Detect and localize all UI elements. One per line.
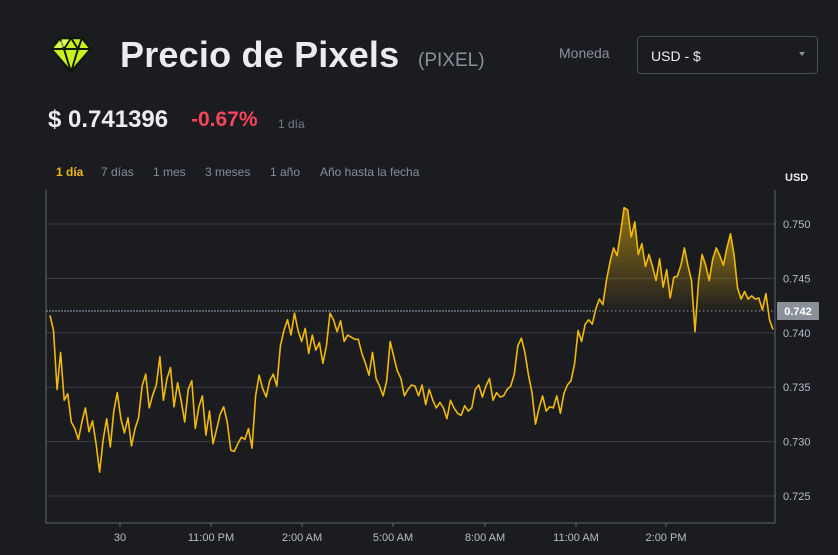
price-change: -0.67%	[191, 108, 258, 131]
page-title: Precio de Pixels	[120, 34, 400, 75]
currency-select-value: USD - $	[651, 48, 701, 64]
change-period: 1 día	[278, 117, 305, 131]
tab-1-ano[interactable]: 1 año	[270, 165, 301, 179]
x-tick-label: 2:00 AM	[282, 532, 322, 544]
y-tick-label: 0.745	[783, 273, 811, 285]
x-tick-label: 30	[114, 532, 126, 544]
header: Precio de Pixels (PIXEL) Moneda USD - $ …	[0, 0, 838, 150]
area-fill	[696, 233, 769, 311]
green-gem-icon	[50, 36, 92, 74]
y-tick-label: 0.735	[783, 382, 811, 394]
chevron-down-icon	[799, 52, 805, 56]
y-tick-label: 0.740	[783, 328, 811, 340]
x-tick-label: 2:00 PM	[646, 532, 687, 544]
y-axis-unit: USD	[785, 172, 809, 184]
reference-label-box	[777, 302, 819, 321]
reference-label: 0.742	[784, 306, 812, 318]
tab-1-mes[interactable]: 1 mes	[153, 165, 186, 179]
tab-7-dias[interactable]: 7 días	[101, 165, 134, 179]
y-tick-label: 0.725	[783, 491, 811, 503]
currency-select[interactable]: USD - $	[637, 36, 818, 74]
ticker-symbol: (PIXEL)	[418, 50, 485, 71]
area-fill	[595, 207, 694, 311]
x-tick-label: 11:00 AM	[553, 532, 599, 544]
x-tick-label: 8:00 AM	[465, 532, 505, 544]
y-tick-label: 0.750	[783, 219, 811, 231]
x-tick-label: 11:00 PM	[188, 532, 234, 544]
tab-1-dia[interactable]: 1 día	[56, 165, 84, 179]
currency-label: Moneda	[559, 45, 610, 61]
series-line	[49, 206, 774, 473]
y-tick-label: 0.730	[783, 437, 811, 449]
x-tick-label: 5:00 AM	[373, 532, 413, 544]
tab-ano-hasta-la-fecha[interactable]: Año hasta la fecha	[320, 165, 420, 179]
tab-3-meses[interactable]: 3 meses	[205, 165, 251, 179]
current-price: $ 0.741396	[48, 106, 169, 133]
